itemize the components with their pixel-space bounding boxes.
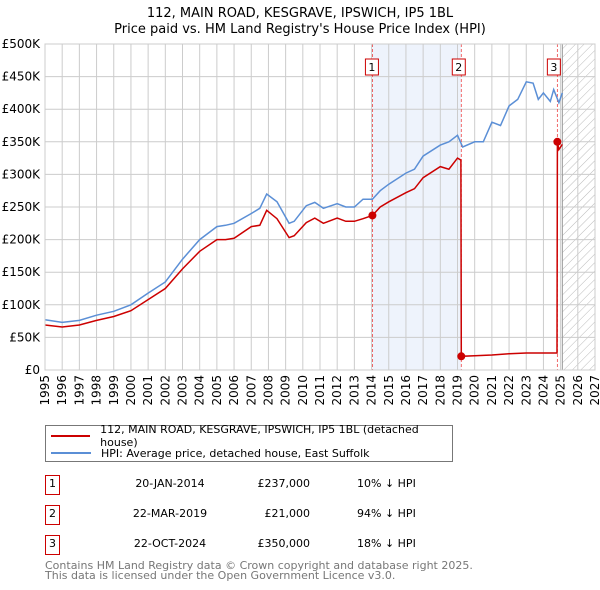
sale-marker-box: [451, 58, 466, 76]
x-tick-label: 2007: [244, 375, 258, 406]
x-tick-label: 2008: [261, 375, 275, 406]
x-tick-label: 2003: [176, 375, 190, 406]
x-tick-label: 2018: [433, 375, 447, 406]
y-tick-label: £100K: [2, 298, 42, 312]
x-tick-label: 2026: [571, 375, 585, 406]
chart-subtitle: Price paid vs. HM Land Registry's House …: [114, 22, 486, 37]
sale-marker-label: 3: [550, 61, 557, 74]
transaction-number: 2: [45, 505, 60, 525]
y-tick-label: £400K: [2, 102, 42, 116]
legend: 112, MAIN ROAD, KESGRAVE, IPSWICH, IP5 1…: [45, 423, 453, 462]
legend-property-label: 112, MAIN ROAD, KESGRAVE, IPSWICH, IP5 1…: [100, 423, 419, 449]
sale-marker-label: 1: [368, 61, 375, 74]
transaction-hpi: 10% ↓ HPI: [357, 477, 416, 490]
property-price-line: [44, 141, 563, 358]
x-tick-label: 2004: [193, 375, 207, 406]
x-tick-label: 2000: [124, 375, 138, 406]
transaction-date: 22-OCT-2024: [133, 537, 207, 550]
sale-point: [553, 137, 562, 146]
y-tick-label: £350K: [2, 135, 42, 149]
x-tick-label: 2016: [399, 375, 413, 406]
y-tick-label: £50K: [9, 330, 41, 344]
x-tick-label: 2022: [502, 375, 516, 406]
transaction-price: £350,000: [257, 537, 311, 550]
x-tick-label: 2015: [382, 375, 396, 406]
x-tick-label: 1997: [72, 375, 86, 406]
x-tick-label: 1998: [90, 375, 104, 406]
transaction-number: 3: [45, 535, 60, 555]
x-tick-label: 2011: [313, 375, 327, 406]
x-tick-label: 2005: [210, 375, 224, 406]
x-tick-label: 2027: [588, 375, 600, 406]
y-tick-label: £0: [25, 363, 40, 377]
transaction-date: 20-JAN-2014: [135, 477, 205, 490]
x-tick-label: 2024: [536, 375, 550, 406]
x-tick-label: 2017: [416, 375, 430, 406]
x-tick-label: 2006: [227, 375, 241, 406]
x-tick-label: 2025: [554, 375, 568, 406]
transaction-hpi: 18% ↓ HPI: [357, 537, 416, 550]
x-tick-label: 2019: [451, 375, 465, 406]
x-tick-label: 2013: [347, 375, 361, 406]
legend-hpi-label: HPI: Average price, detached house, East…: [101, 446, 370, 460]
price-chart: 1995 1996 1997 1998 1999 2000 2001 2002 2003 2004…: [2, 37, 600, 406]
transaction-price: £21,000: [264, 507, 311, 520]
transaction-price: £237,000: [257, 477, 311, 490]
hpi-line: [44, 80, 564, 324]
x-tick-label: 1999: [107, 375, 121, 406]
x-tick-label: 2020: [468, 375, 482, 406]
footer-licence: This data is licensed under the Open Gov…: [45, 569, 396, 582]
plot-border: [44, 43, 596, 371]
sale-marker-box: [546, 58, 561, 76]
x-tick-label: 1996: [55, 375, 69, 406]
x-tick-label: 2012: [330, 375, 344, 406]
x-tick-label: 2009: [279, 375, 293, 406]
transaction-row: 2 22-MAR-2019 £21,000 94% ↓ HPI: [45, 505, 445, 525]
transaction-row: 3 22-OCT-2024 £350,000 18% ↓ HPI: [45, 535, 445, 555]
y-tick-label: £200K: [2, 233, 42, 247]
x-tick-label: 1995: [38, 375, 52, 406]
sale-point: [368, 211, 377, 220]
chart-title: 112, MAIN ROAD, KESGRAVE, IPSWICH, IP5 1…: [146, 6, 454, 21]
x-tick-label: 2010: [296, 375, 310, 406]
transaction-row: 1 20-JAN-2014 £237,000 10% ↓ HPI: [45, 475, 445, 495]
legend-property-swatch: [51, 435, 91, 437]
sale-marker-box: [364, 58, 379, 76]
sale-marker-label: 2: [455, 61, 462, 74]
y-tick-label: £500K: [2, 37, 42, 51]
transaction-hpi: 94% ↓ HPI: [357, 507, 416, 520]
y-tick-label: £450K: [2, 70, 42, 84]
y-tick-label: £250K: [2, 200, 42, 214]
legend-hpi-swatch: [51, 452, 91, 454]
y-tick-label: £150K: [2, 265, 42, 279]
footer-copyright: Contains HM Land Registry data © Crown c…: [45, 559, 473, 572]
x-tick-label: 2021: [485, 375, 499, 406]
transaction-number: 1: [45, 475, 60, 495]
x-tick-label: 2014: [365, 375, 379, 406]
x-tick-label: 2023: [519, 375, 533, 406]
x-tick-label: 2001: [141, 375, 155, 406]
sale-point: [457, 352, 466, 361]
y-tick-label: £300K: [2, 167, 42, 181]
transaction-date: 22-MAR-2019: [132, 507, 208, 520]
x-tick-label: 2002: [158, 375, 172, 406]
